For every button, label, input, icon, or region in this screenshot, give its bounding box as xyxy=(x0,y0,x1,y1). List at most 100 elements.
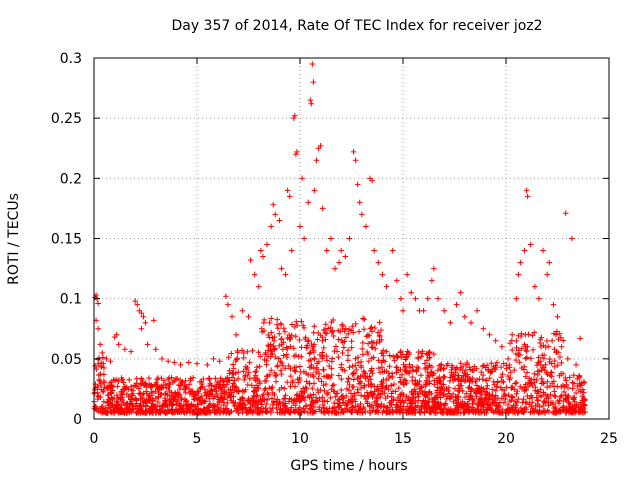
noise-point xyxy=(411,407,418,414)
noise-point xyxy=(498,364,504,370)
noise-point xyxy=(357,401,364,407)
data-point xyxy=(544,271,550,278)
noise-point xyxy=(142,382,148,388)
noise-point xyxy=(521,366,527,373)
noise-point xyxy=(522,373,529,380)
noise-point xyxy=(467,366,474,373)
noise-point xyxy=(176,382,182,388)
noise-point xyxy=(108,402,115,409)
noise-point xyxy=(386,363,393,370)
data-point xyxy=(229,313,235,320)
noise-point xyxy=(499,410,506,416)
noise-point xyxy=(545,343,552,350)
noise-point xyxy=(431,351,437,357)
noise-point xyxy=(274,321,280,328)
noise-point xyxy=(580,386,586,393)
noise-point xyxy=(501,391,508,397)
noise-point xyxy=(410,400,416,407)
data-point xyxy=(394,277,400,284)
noise-point xyxy=(328,329,335,336)
noise-point xyxy=(441,391,447,397)
noise-point xyxy=(244,365,251,371)
noise-point xyxy=(527,379,534,386)
noise-point xyxy=(137,408,143,415)
data-point xyxy=(359,211,365,218)
noise-point xyxy=(282,405,289,411)
noise-point xyxy=(526,375,533,382)
noise-point xyxy=(518,333,524,339)
data-point xyxy=(258,247,264,254)
noise-point xyxy=(355,389,361,396)
noise-point xyxy=(130,403,137,410)
noise-point xyxy=(176,403,183,409)
noise-point xyxy=(200,399,206,406)
noise-point xyxy=(378,381,385,388)
noise-point xyxy=(207,401,213,407)
noise-point xyxy=(275,355,282,362)
grid xyxy=(94,58,609,419)
noise-point xyxy=(359,346,366,352)
noise-point xyxy=(320,366,326,373)
noise-point xyxy=(348,404,355,411)
noise-point xyxy=(266,320,273,326)
noise-point xyxy=(284,379,290,385)
noise-point xyxy=(538,409,544,415)
data-point xyxy=(412,295,419,302)
noise-point xyxy=(126,407,133,413)
noise-point xyxy=(310,391,317,398)
noise-point xyxy=(452,385,458,392)
noise-point xyxy=(293,406,299,413)
data-point xyxy=(420,307,427,314)
noise-point xyxy=(119,377,125,383)
noise-point xyxy=(373,408,380,415)
noise-point xyxy=(206,375,212,382)
data-point xyxy=(499,344,505,350)
noise-point xyxy=(305,337,312,344)
noise-point xyxy=(469,379,475,385)
data-point xyxy=(288,247,295,254)
noise-point xyxy=(462,403,469,410)
noise-point xyxy=(324,398,331,405)
noise-point xyxy=(557,393,564,400)
data-point xyxy=(132,298,138,304)
x-tick-label: 25 xyxy=(600,431,618,447)
noise-point xyxy=(190,392,197,398)
noise-point xyxy=(392,408,399,414)
data-point xyxy=(297,223,303,230)
noise-point xyxy=(418,384,425,391)
noise-point xyxy=(484,362,490,369)
noise-point xyxy=(267,347,274,353)
noise-point xyxy=(309,398,316,404)
noise-point xyxy=(228,350,235,357)
noise-point xyxy=(522,381,529,388)
noise-point xyxy=(393,369,400,376)
noise-point xyxy=(346,382,353,388)
data-point xyxy=(210,356,217,362)
noise-point xyxy=(291,396,298,403)
noise-point xyxy=(263,401,270,407)
noise-point xyxy=(235,369,242,375)
noise-point xyxy=(407,396,413,403)
noise-point xyxy=(471,363,478,370)
noise-point xyxy=(529,332,536,339)
noise-point xyxy=(472,390,479,397)
noise-point xyxy=(437,409,444,415)
noise-point xyxy=(351,376,357,383)
noise-point xyxy=(258,405,264,412)
noise-point xyxy=(313,408,319,415)
noise-point xyxy=(296,398,303,405)
noise-point xyxy=(270,399,277,406)
noise-point xyxy=(535,388,542,395)
data-point xyxy=(150,317,157,324)
data-point xyxy=(379,271,386,278)
noise-point xyxy=(214,404,221,410)
noise-point xyxy=(357,373,364,380)
noise-point xyxy=(431,402,438,408)
noise-point xyxy=(424,369,431,375)
noise-point xyxy=(546,359,553,365)
noise-point xyxy=(349,394,356,400)
data-point xyxy=(272,211,279,218)
noise-point xyxy=(203,392,210,398)
noise-point xyxy=(383,348,390,355)
noise-point xyxy=(352,362,358,369)
